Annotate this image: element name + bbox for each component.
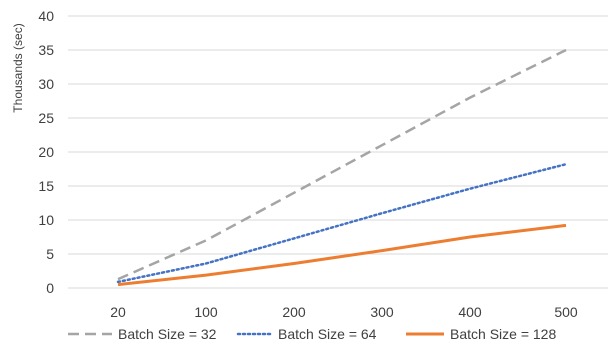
y-tick-label: 20: [38, 144, 54, 160]
x-tick-label: 300: [370, 304, 394, 320]
legend-item-1: Batch Size = 32: [68, 326, 217, 342]
series-line-3: [117, 223, 567, 287]
legend-label: Batch Size = 128: [450, 326, 556, 342]
x-tick-label: 20: [110, 304, 126, 320]
y-tick-label: 35: [38, 42, 54, 58]
y-tick-label: 15: [38, 178, 54, 194]
legend-item-3: Batch Size = 128: [406, 326, 556, 342]
y-tick-label: 5: [46, 246, 54, 262]
legend: Batch Size = 32 Batch Size = 64 Batch Size…: [68, 326, 556, 342]
gridlines: [68, 15, 608, 289]
x-axis-ticks: 20 100 200 300 400 500: [110, 304, 578, 320]
series-line-2: [116, 162, 568, 284]
y-axis-ticks: 0 5 10 15 20 25 30 35 40: [38, 8, 54, 296]
x-tick-label: 100: [194, 304, 218, 320]
y-tick-label: 25: [38, 110, 54, 126]
series-lines: [116, 48, 568, 287]
x-tick-label: 200: [282, 304, 306, 320]
legend-label: Batch Size = 32: [118, 326, 217, 342]
y-tick-label: 40: [38, 8, 54, 24]
x-tick-label: 500: [554, 304, 578, 320]
legend-item-2: Batch Size = 64: [236, 326, 377, 342]
y-tick-label: 0: [46, 280, 54, 296]
y-axis-title: Thousands (sec): [11, 23, 25, 112]
series-line-1: [117, 48, 567, 281]
legend-label: Batch Size = 64: [278, 326, 377, 342]
x-tick-label: 400: [458, 304, 482, 320]
y-tick-label: 10: [38, 212, 54, 228]
y-tick-label: 30: [38, 76, 54, 92]
